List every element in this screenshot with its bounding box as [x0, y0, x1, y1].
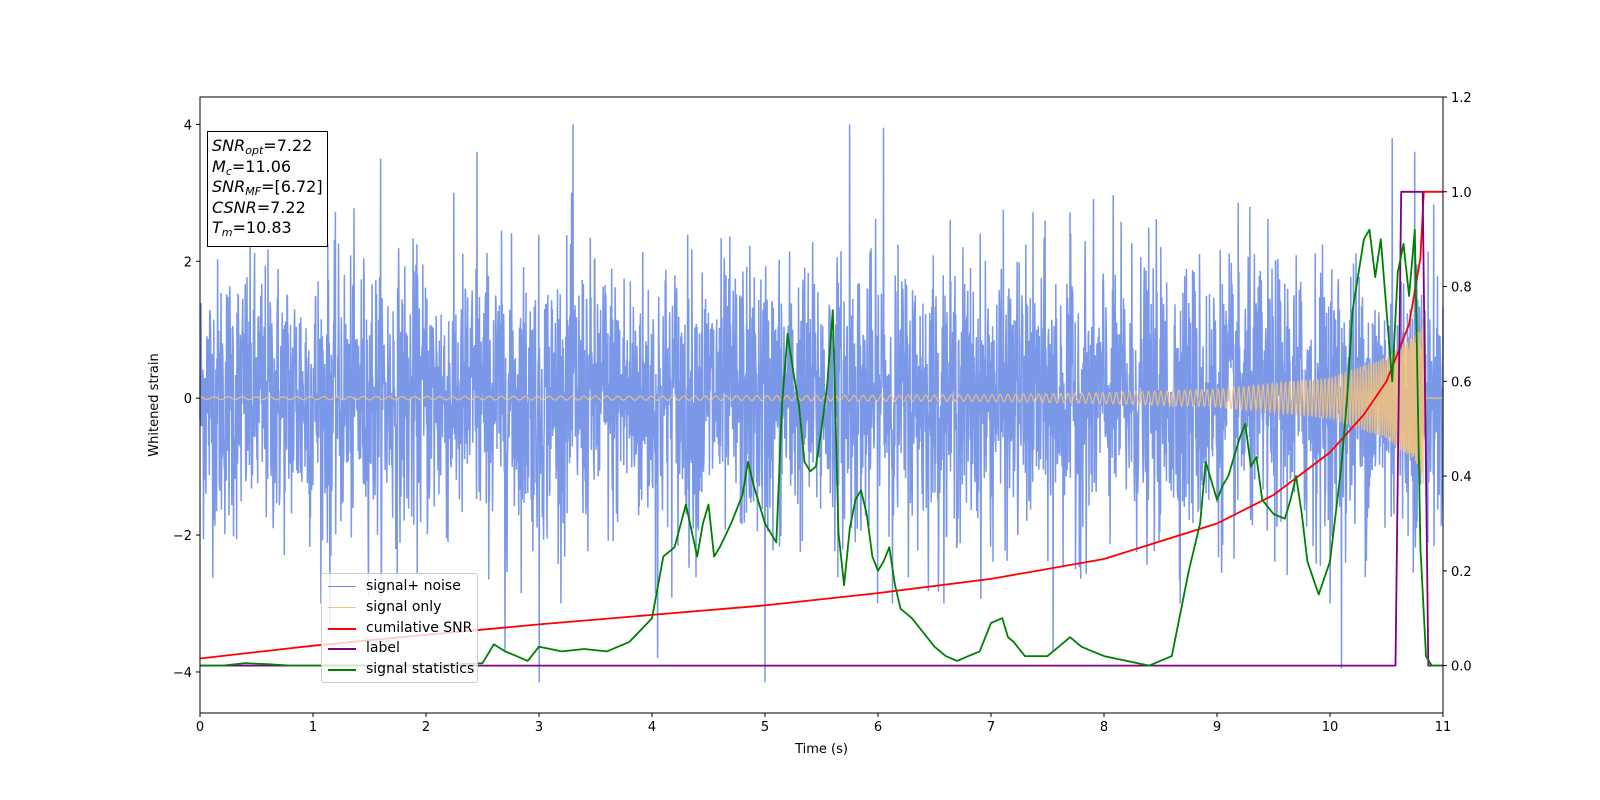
x-axis-label: Time (s): [794, 742, 848, 757]
info-snr-opt: SNRopt=7.22: [212, 136, 313, 157]
noise-line: [199, 124, 1444, 683]
x-tick-label: 7: [987, 720, 995, 735]
x-tick-label: 3: [535, 720, 543, 735]
legend-item-label: label: [322, 638, 477, 659]
plot-frame: [199, 96, 1444, 714]
signal-line: [200, 318, 1443, 484]
x-tick-label: 4: [648, 720, 656, 735]
y2-tick-label: 1.0: [1451, 186, 1472, 201]
y2-tick-label: 0.4: [1451, 470, 1472, 485]
cumulative-snr-line: [199, 190, 1443, 660]
legend-item-signal-only: signal only: [322, 597, 477, 618]
axes: 0 1 2 3 4 5 6 7 8 9 10 11 −4 −2 0 2 4 0.0 0.2 0.4 0.6 0.8 1.0 1…: [173, 91, 1472, 735]
y2-tick-label: 0.2: [1451, 565, 1472, 580]
legend-swatch: [328, 648, 356, 651]
legend-label: cumilative SNR: [366, 619, 473, 636]
x-tick-label: 0: [196, 720, 204, 735]
y-tick-label: 0: [184, 392, 192, 407]
x-tick-label: 6: [874, 720, 882, 735]
y2-tick-label: 1.2: [1451, 91, 1472, 106]
legend-label: signal only: [366, 598, 442, 615]
info-tm: Tm=10.83: [212, 218, 292, 239]
y-tick-label: 4: [184, 118, 192, 133]
legend-label: signal+ noise: [366, 578, 461, 594]
info-snr-mf: SNRMF=[6.72]: [212, 177, 323, 198]
y-tick-label: −2: [173, 529, 192, 544]
x-tick-label: 8: [1100, 720, 1108, 735]
x-tick-label: 2: [422, 720, 430, 735]
x-tick-label: 5: [761, 720, 769, 735]
x-tick-label: 9: [1213, 720, 1221, 735]
x-tick-label: 1: [309, 720, 317, 735]
info-box: SNRopt=7.22 Mc=11.06 SNRMF=[6.72] CSNR=7…: [207, 131, 328, 247]
label-line: [200, 190, 1443, 667]
legend-swatch: [328, 606, 356, 608]
legend-label: signal statistics: [366, 661, 475, 678]
legend-item-signal-noise: signal+ noise: [322, 576, 477, 597]
x-tick-label: 11: [1435, 720, 1452, 735]
legend-swatch: [328, 669, 356, 672]
y2-tick-label: 0.0: [1451, 660, 1472, 675]
series-signal-only: [200, 318, 1443, 484]
legend: signal+ noise signal only cumilative SNR…: [321, 573, 478, 683]
y-axis-label: Whitened strain: [147, 353, 162, 456]
right-axis-series: [199, 190, 1443, 667]
legend-swatch: [328, 627, 356, 630]
y-tick-label: −4: [173, 666, 192, 681]
legend-swatch: [328, 586, 356, 587]
x-tick-label: 10: [1322, 720, 1339, 735]
legend-item-signal-statistics: signal statistics: [322, 659, 477, 680]
info-chirp-mass: Mc=11.06: [212, 156, 292, 178]
y-tick-label: 2: [184, 255, 192, 270]
signal-statistics-line: [200, 228, 1443, 667]
y2-tick-label: 0.8: [1451, 281, 1472, 296]
y2-tick-label: 0.6: [1451, 375, 1472, 390]
legend-item-cumulative-snr: cumilative SNR: [322, 618, 477, 639]
series-signal-noise: [199, 124, 1444, 683]
info-csnr: CSNR=7.22: [212, 197, 306, 217]
legend-label: label: [366, 640, 400, 657]
